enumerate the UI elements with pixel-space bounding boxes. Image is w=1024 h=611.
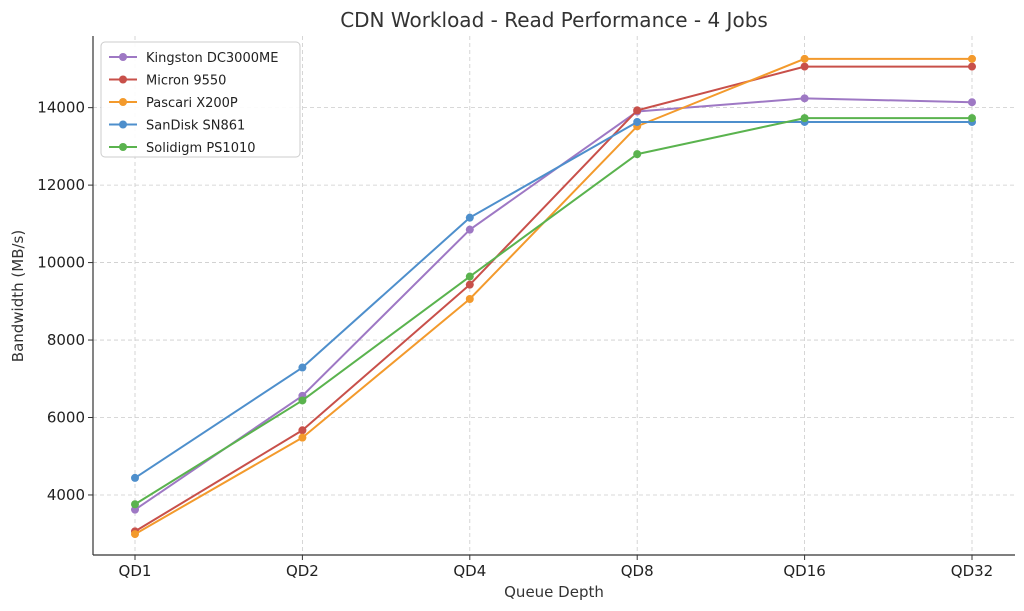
data-point (131, 530, 139, 539)
series (131, 54, 976, 539)
y-ticks: 4000 6000 8000 10000 12000 14000 (37, 99, 93, 504)
legend-item: Solidigm PS1010 (109, 141, 256, 156)
legend-label: Pascari X200P (146, 96, 238, 111)
y-axis-label: Bandwidth (MB/s) (9, 230, 27, 362)
legend-item: Pascari X200P (109, 96, 238, 111)
data-point (465, 280, 474, 289)
data-point (298, 433, 307, 442)
legend-swatch-marker (119, 53, 127, 61)
data-point (131, 473, 139, 482)
chart-title: CDN Workload - Read Performance - 4 Jobs (340, 8, 768, 32)
y-tick-label: 12000 (37, 176, 85, 194)
series-group (131, 114, 976, 509)
data-point (800, 114, 809, 123)
series-line (134, 120, 972, 479)
legend: Kingston DC3000ME Micron 9550 Pascari X200… (100, 41, 301, 158)
legend-item: Micron 9550 (109, 74, 226, 89)
y-tick-label: 6000 (47, 409, 85, 427)
legend-label: Micron 9550 (146, 74, 226, 89)
data-point (131, 500, 139, 509)
series-line (134, 57, 972, 535)
legend-label: SanDisk SN861 (146, 119, 245, 134)
y-tick-label: 8000 (47, 331, 85, 349)
legend-swatch-marker (119, 75, 127, 84)
data-point (465, 272, 474, 281)
x-tick-label: QD16 (783, 562, 825, 580)
x-ticks: QD1 QD2 QD4 QD8 QD16 QD32 (119, 555, 993, 580)
legend-label: Solidigm PS1010 (146, 141, 256, 156)
x-axis-label: Queue Depth (504, 583, 604, 601)
data-point (800, 62, 809, 71)
data-point (968, 98, 976, 107)
x-tick-label: QD1 (119, 562, 152, 580)
data-point (298, 396, 307, 405)
data-point (968, 62, 976, 71)
axes (92, 36, 1015, 556)
data-point (633, 117, 642, 126)
x-tick-label: QD32 (951, 562, 993, 580)
series-line (134, 117, 972, 506)
x-tick-label: QD4 (453, 562, 486, 580)
y-tick-label: 10000 (37, 254, 85, 272)
legend-item: Kingston DC3000ME (109, 51, 278, 66)
legend-items: Kingston DC3000ME Micron 9550 Pascari X200… (109, 51, 278, 156)
data-point (465, 294, 474, 303)
legend-swatch-marker (119, 120, 127, 129)
x-tick-label: QD8 (621, 562, 654, 580)
legend-swatch-marker (119, 98, 127, 106)
data-point (800, 94, 809, 103)
legend-box (100, 41, 301, 158)
legend-swatch-marker (119, 143, 127, 151)
data-point (800, 54, 809, 63)
data-point (968, 114, 976, 123)
series-line (134, 97, 973, 511)
data-point (298, 426, 307, 435)
data-point (968, 54, 976, 63)
y-tick-label: 4000 (47, 486, 85, 504)
series-line (134, 65, 972, 533)
legend-label: Kingston DC3000ME (146, 51, 278, 66)
data-point (633, 106, 642, 115)
data-point (633, 150, 642, 159)
data-point (298, 363, 307, 372)
data-point (465, 213, 474, 222)
data-point (465, 225, 474, 234)
y-tick-label: 14000 (37, 99, 85, 117)
x-tick-label: QD2 (286, 562, 319, 580)
legend-item: SanDisk SN861 (109, 119, 245, 134)
